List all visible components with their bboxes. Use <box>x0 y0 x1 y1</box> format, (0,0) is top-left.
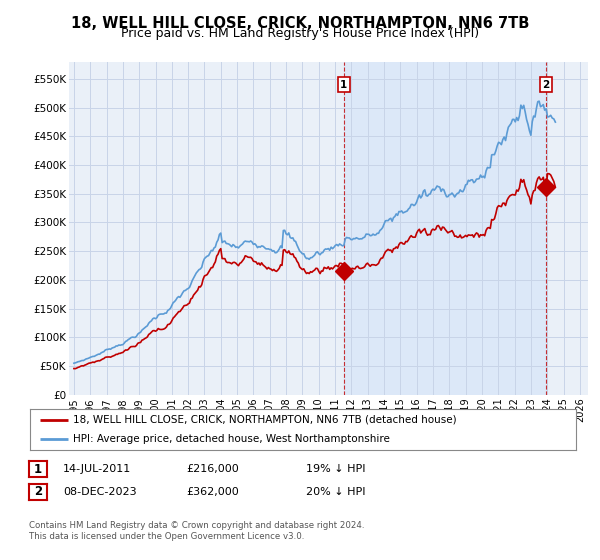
Text: 2: 2 <box>34 485 42 498</box>
Text: 2: 2 <box>542 80 550 90</box>
Text: 1: 1 <box>34 463 42 476</box>
Bar <box>344 62 546 395</box>
Text: 1: 1 <box>340 80 347 90</box>
Text: Price paid vs. HM Land Registry's House Price Index (HPI): Price paid vs. HM Land Registry's House … <box>121 27 479 40</box>
Text: 20% ↓ HPI: 20% ↓ HPI <box>306 487 365 497</box>
Text: £362,000: £362,000 <box>186 487 239 497</box>
Text: This data is licensed under the Open Government Licence v3.0.: This data is licensed under the Open Gov… <box>29 532 304 541</box>
Text: 08-DEC-2023: 08-DEC-2023 <box>63 487 137 497</box>
Text: £216,000: £216,000 <box>186 464 239 474</box>
Text: 18, WELL HILL CLOSE, CRICK, NORTHAMPTON, NN6 7TB (detached house): 18, WELL HILL CLOSE, CRICK, NORTHAMPTON,… <box>73 415 456 425</box>
Text: 14-JUL-2011: 14-JUL-2011 <box>63 464 131 474</box>
Text: 18, WELL HILL CLOSE, CRICK, NORTHAMPTON, NN6 7TB: 18, WELL HILL CLOSE, CRICK, NORTHAMPTON,… <box>71 16 529 31</box>
Text: 19% ↓ HPI: 19% ↓ HPI <box>306 464 365 474</box>
Text: Contains HM Land Registry data © Crown copyright and database right 2024.: Contains HM Land Registry data © Crown c… <box>29 521 364 530</box>
Text: HPI: Average price, detached house, West Northamptonshire: HPI: Average price, detached house, West… <box>73 433 389 444</box>
